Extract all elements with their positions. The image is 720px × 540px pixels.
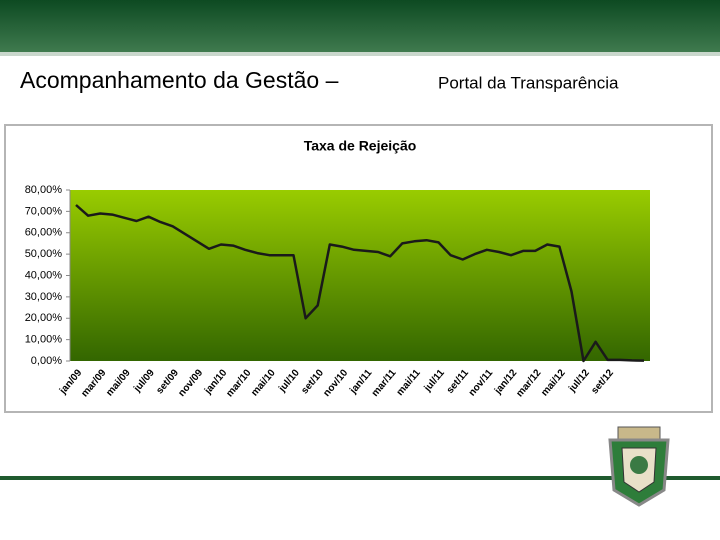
series-line [75,204,645,363]
header-rule [0,52,720,56]
y-tick-label: 60,00% [25,227,63,239]
slide-subtitle: Portal da Transparência [438,73,619,92]
chart-title: Taxa de Rejeição [304,138,417,154]
emblem [608,426,670,507]
y-tick-label: 30,00% [25,291,63,303]
slide-title: Acompanhamento da Gestão – [20,67,339,93]
y-tick-label: 40,00% [25,269,63,281]
y-tick-label: 80,00% [25,184,63,196]
header-band [0,0,720,52]
y-tick-label: 50,00% [25,248,63,260]
y-tick-label: 0,00% [31,355,62,367]
y-tick-label: 10,00% [25,334,63,346]
plot-area [70,190,650,361]
y-tick-label: 70,00% [25,205,63,217]
footer-rule [0,476,720,480]
y-tick-label: 20,00% [25,312,63,324]
